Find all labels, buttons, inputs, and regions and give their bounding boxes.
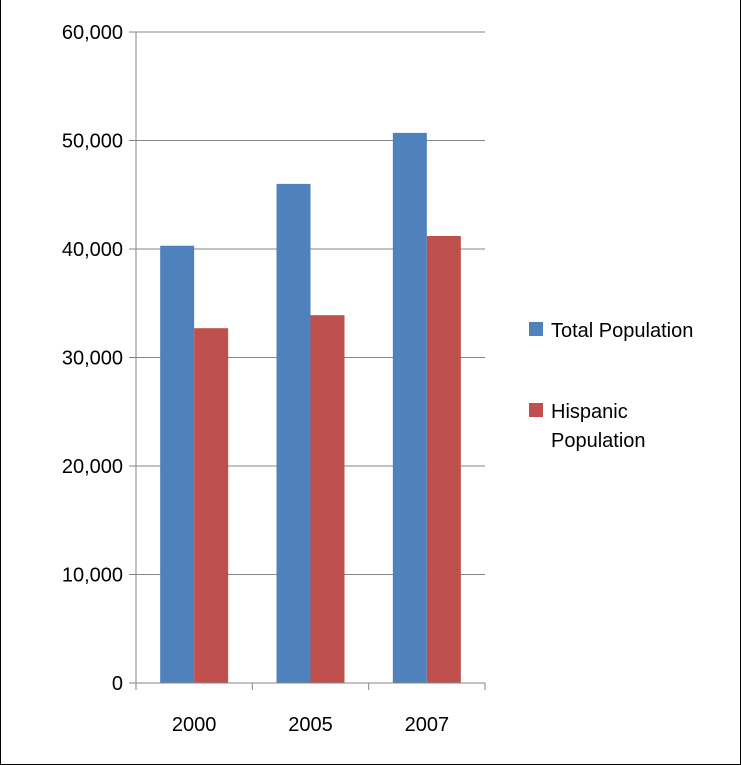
- y-tick-label: 30,000: [62, 348, 123, 370]
- y-tick-label: 40,000: [62, 239, 123, 261]
- x-tick-label: 2007: [405, 714, 450, 736]
- legend-label: Hispanic: [551, 401, 628, 423]
- legend: Total Population Hispanic Population: [529, 320, 693, 452]
- y-tick-label: 0: [112, 673, 123, 695]
- legend-swatch-1: [529, 322, 543, 336]
- y-tick-label: 10,000: [62, 565, 123, 587]
- legend-swatch-2: [529, 403, 543, 417]
- x-axis-tick-labels: 2000 2005 2007: [172, 714, 449, 736]
- x-tick-label: 2005: [288, 714, 333, 736]
- y-tick-label: 20,000: [62, 456, 123, 478]
- y-axis-tick-labels: 0 10,000 20,000 30,000 40,000 50,000 60,000: [62, 22, 123, 695]
- bars: [160, 132, 461, 684]
- x-tick-label: 2000: [172, 714, 217, 736]
- bar-total-population-2005: [276, 183, 311, 683]
- bar-hispanic-population-2005: [310, 315, 345, 683]
- y-tick-label: 50,000: [62, 131, 123, 153]
- legend-label: Population: [551, 430, 646, 452]
- bar-total-population-2000: [160, 245, 195, 683]
- bar-hispanic-population-2007: [426, 235, 461, 684]
- y-tick-label: 60,000: [62, 22, 123, 44]
- bar-total-population-2007: [392, 132, 427, 683]
- legend-label: Total Population: [551, 320, 693, 342]
- bar-hispanic-population-2000: [194, 328, 229, 683]
- axes: [129, 31, 486, 690]
